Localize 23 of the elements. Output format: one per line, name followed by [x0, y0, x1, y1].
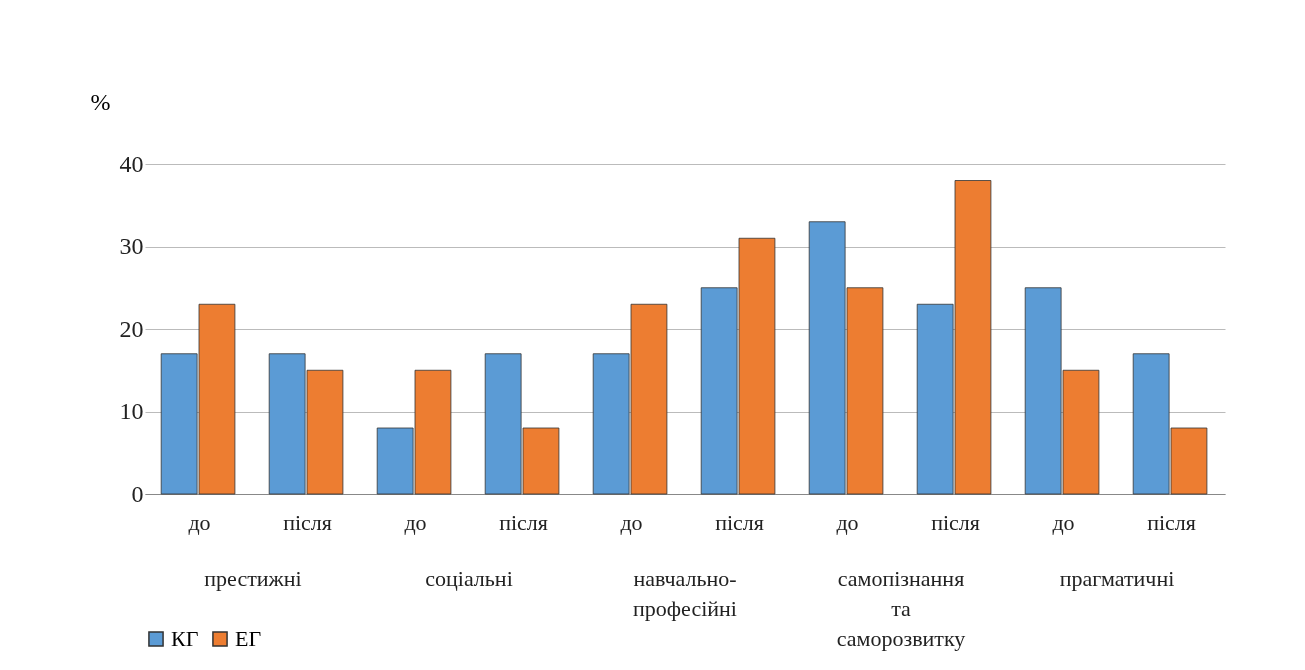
- x-tick-label: до: [1052, 509, 1075, 535]
- x-tick-label: до: [404, 509, 427, 535]
- y-axis-title: %: [90, 88, 111, 115]
- x-tick-label: до: [836, 509, 859, 535]
- x-tick-label: після: [1147, 509, 1196, 535]
- x-tick-label: до: [620, 509, 643, 535]
- x-tick-label: після: [715, 509, 764, 535]
- text: самопізнання та саморозвитку: [836, 566, 966, 651]
- x-tick-label: після: [499, 509, 548, 535]
- text: навчально- професійні: [633, 566, 737, 621]
- text: соціальні: [425, 566, 513, 591]
- x-tick-label: до: [188, 509, 211, 535]
- text: престижні: [204, 566, 302, 591]
- legend-label: КГ: [171, 626, 199, 651]
- y-tick-label: 40: [119, 150, 144, 177]
- y-tick-label: 10: [119, 398, 144, 424]
- y-tick-label: 0: [131, 480, 144, 507]
- y-tick-label: 20: [119, 315, 144, 342]
- y-tick-label: 30: [119, 233, 144, 259]
- legend-label: ЕГ: [235, 626, 262, 651]
- text: прагматичні: [1059, 566, 1175, 591]
- x-tick-label: після: [931, 509, 980, 535]
- x-tick-label: після: [283, 509, 332, 535]
